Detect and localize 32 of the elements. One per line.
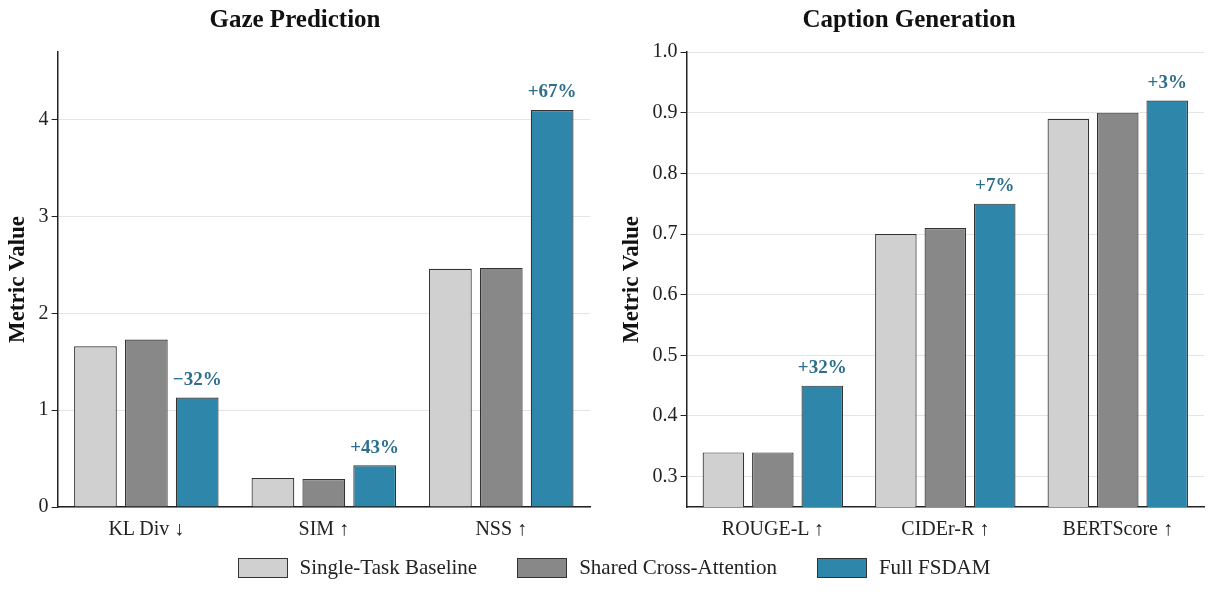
y-tick-label: 0.4 bbox=[652, 403, 678, 426]
y-tick-label: 0 bbox=[38, 494, 49, 517]
x-tick-label: SIM ↑ bbox=[298, 517, 350, 540]
x-tick-label: KL Div ↓ bbox=[108, 517, 185, 540]
y-tick-label: 3 bbox=[38, 203, 49, 226]
y-axis-title: Metric Value bbox=[617, 215, 643, 344]
chart-title: Gaze Prediction bbox=[209, 5, 381, 33]
y-axis-title: Metric Value bbox=[3, 215, 29, 344]
y-tick-label: 1 bbox=[38, 397, 49, 420]
chart-title: Caption Generation bbox=[802, 5, 1016, 33]
y-tick-label: 1.0 bbox=[652, 39, 678, 62]
annotation: +3% bbox=[1147, 70, 1187, 92]
x-tick-label: NSS ↑ bbox=[475, 517, 528, 540]
annotation: +43% bbox=[350, 435, 400, 457]
x-tick-label: BERTScore ↑ bbox=[1062, 517, 1173, 540]
x-tick-label: ROUGE-L ↑ bbox=[721, 517, 824, 540]
y-tick-label: 0.3 bbox=[652, 463, 678, 486]
annotation: −32% bbox=[172, 368, 222, 390]
annotation: +7% bbox=[975, 174, 1015, 196]
legend-label: Full FSDAM bbox=[878, 555, 991, 580]
legend-label: Shared Cross-Attention bbox=[579, 555, 777, 580]
annotation: +67% bbox=[527, 80, 577, 102]
y-tick-label: 4 bbox=[38, 107, 49, 130]
annotation: +32% bbox=[797, 356, 847, 378]
y-tick-label: 0.8 bbox=[652, 160, 678, 183]
y-tick-label: 0.9 bbox=[652, 99, 678, 122]
y-tick-label: 0.5 bbox=[652, 342, 678, 365]
y-tick-label: 2 bbox=[38, 300, 49, 323]
legend-label: Single-Task Baseline bbox=[299, 555, 478, 580]
y-tick-label: 0.7 bbox=[652, 221, 678, 244]
x-tick-label: CIDEr-R ↑ bbox=[901, 517, 990, 540]
y-tick-label: 0.6 bbox=[652, 281, 678, 304]
